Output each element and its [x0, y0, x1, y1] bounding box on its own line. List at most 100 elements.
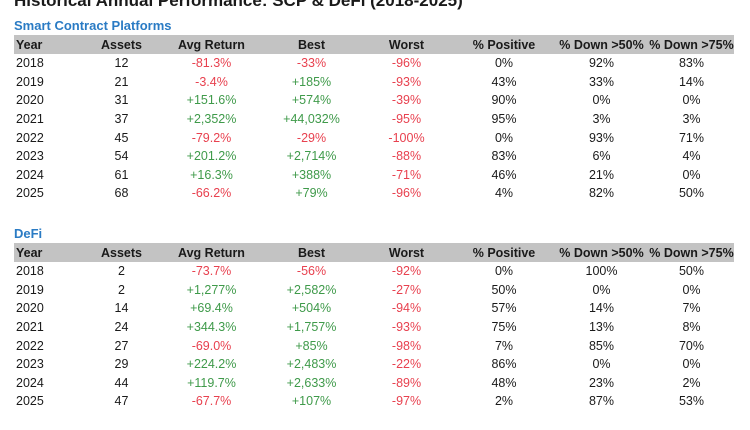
table-cell: 71% [678, 130, 705, 145]
table-cell: 2% [682, 375, 701, 390]
table-cell: +16.3% [190, 167, 233, 182]
table-cell: 100% [585, 264, 618, 279]
table-cell: 2021 [16, 320, 44, 335]
table-cell: 13% [588, 320, 615, 335]
table-cell: 0% [494, 264, 514, 279]
table-row: 2025 68 -66.2% +79% -96% 4% 82% 50% [14, 184, 734, 203]
table-cell: 14% [588, 301, 615, 316]
table-cell: 8% [682, 320, 701, 335]
table-cell: 4% [494, 186, 514, 201]
column-header: Avg Return [159, 243, 264, 262]
table-cell: 4% [682, 149, 701, 164]
table-row: 2024 61 +16.3% +388% -71% 46% 21% 0% [14, 166, 734, 185]
column-header: % Down >75% [649, 35, 734, 54]
table-cell: 2020 [16, 93, 44, 108]
table-cell: -92% [391, 264, 422, 279]
table-cell: -96% [391, 56, 422, 71]
table-cell: 0% [682, 282, 701, 297]
column-header: Assets [84, 243, 159, 262]
table-cell: 50% [678, 264, 705, 279]
table-cell: 0% [682, 167, 701, 182]
table-cell: 92% [588, 56, 615, 71]
table-row: 2025 47 -67.7% +107% -97% 2% 87% 53% [14, 392, 734, 411]
table-row: 2023 54 +201.2% +2,714% -88% 83% 6% 4% [14, 147, 734, 166]
table-cell: 85% [588, 338, 615, 353]
table-cell: 50% [678, 186, 705, 201]
table-cell: 86% [491, 357, 517, 372]
table-cell: 93% [588, 130, 615, 145]
performance-table: Year Assets Avg Return Best Worst% Positive%… [14, 35, 734, 203]
page-title: Historical Annual Performance: SCP & DeF… [14, 0, 463, 10]
column-header: Year [14, 35, 84, 54]
section-label: DeFi [14, 226, 43, 241]
table-cell: 2020 [16, 301, 44, 316]
performance-table: Year Assets Avg Return Best Worst% Positive%… [14, 243, 734, 411]
table-cell: 87% [588, 394, 615, 409]
table-cell: 2018 [16, 56, 44, 71]
table-cell: +185% [291, 74, 332, 89]
table-cell: 23% [588, 375, 615, 390]
table-cell: 7% [494, 338, 514, 353]
table-cell: 21 [114, 74, 129, 89]
table-cell: 2024 [16, 167, 44, 182]
table-cell: 2025 [16, 394, 44, 409]
table-row: 2024 44 +119.7% +2,633% -89% 48% 23% 2% [14, 374, 734, 393]
column-header: Best [264, 35, 359, 54]
table-cell: +79% [295, 186, 328, 201]
column-header: Worst [359, 243, 454, 262]
column-header: Worst [359, 35, 454, 54]
table-cell: -97% [391, 394, 422, 409]
table-row: 2023 29 +224.2% +2,483% -22% 86% 0% 0% [14, 355, 734, 374]
table-cell: 0% [494, 130, 514, 145]
table-cell: 95% [491, 112, 517, 127]
table-cell: 83% [491, 149, 517, 164]
table-cell: 43% [491, 74, 517, 89]
table-cell: 2019 [16, 282, 44, 297]
table-cell: 2019 [16, 74, 44, 89]
table-cell: 57% [491, 301, 517, 316]
table-cell: 3% [682, 112, 701, 127]
column-header: % Positive [454, 35, 554, 54]
table-cell: 14 [114, 301, 129, 316]
table-cell: +2,633% [286, 375, 337, 390]
header-row: Year Assets Avg Return Best Worst% Positive%… [14, 35, 734, 54]
table-cell: -29% [296, 130, 327, 145]
table-cell: -69.0% [191, 338, 232, 353]
table-cell: 47 [114, 394, 129, 409]
table-cell: 27 [114, 338, 129, 353]
column-header: % Positive [454, 243, 554, 262]
table-cell: 44 [114, 375, 129, 390]
table-cell: 45 [114, 130, 129, 145]
table-cell: -94% [391, 301, 422, 316]
table-cell: 31 [114, 93, 129, 108]
table-cell: 29 [114, 357, 129, 372]
table-cell: +2,714% [286, 149, 337, 164]
column-header: Year [14, 243, 84, 262]
table-cell: 2022 [16, 130, 44, 145]
table-cell: 37 [114, 112, 129, 127]
table-cell: -93% [391, 320, 422, 335]
table-cell: 2018 [16, 264, 44, 279]
table-row: 2021 24 +344.3% +1,757% -93% 75% 13% 8% [14, 318, 734, 337]
table-cell: 2024 [16, 375, 44, 390]
table-row: 2022 27 -69.0% +85% -98% 7% 85% 70% [14, 336, 734, 355]
table-cell: 12 [114, 56, 129, 71]
table-cell: 2023 [16, 149, 44, 164]
table-cell: +2,582% [286, 282, 337, 297]
table-row: 2018 2 -73.7% -56% -92% 0% 100% 50% [14, 262, 734, 281]
table-row: 2020 31 +151.6% +574% -39% 90% 0% 0% [14, 91, 734, 110]
table-cell: -27% [391, 282, 422, 297]
table-cell: 48% [491, 375, 517, 390]
table-cell: -96% [391, 186, 422, 201]
table-cell: +504% [291, 301, 332, 316]
column-header: Avg Return [159, 35, 264, 54]
table-cell: 0% [494, 56, 514, 71]
table-cell: -93% [391, 74, 422, 89]
table-cell: 0% [682, 357, 701, 372]
table-cell: -81.3% [191, 56, 232, 71]
table-cell: -79.2% [191, 130, 232, 145]
section-label: Smart Contract Platforms [14, 18, 172, 33]
table-cell: 83% [678, 56, 705, 71]
table-cell: -22% [391, 357, 422, 372]
table-row: 2018 12 -81.3% -33% -96% 0% 92% 83% [14, 54, 734, 73]
